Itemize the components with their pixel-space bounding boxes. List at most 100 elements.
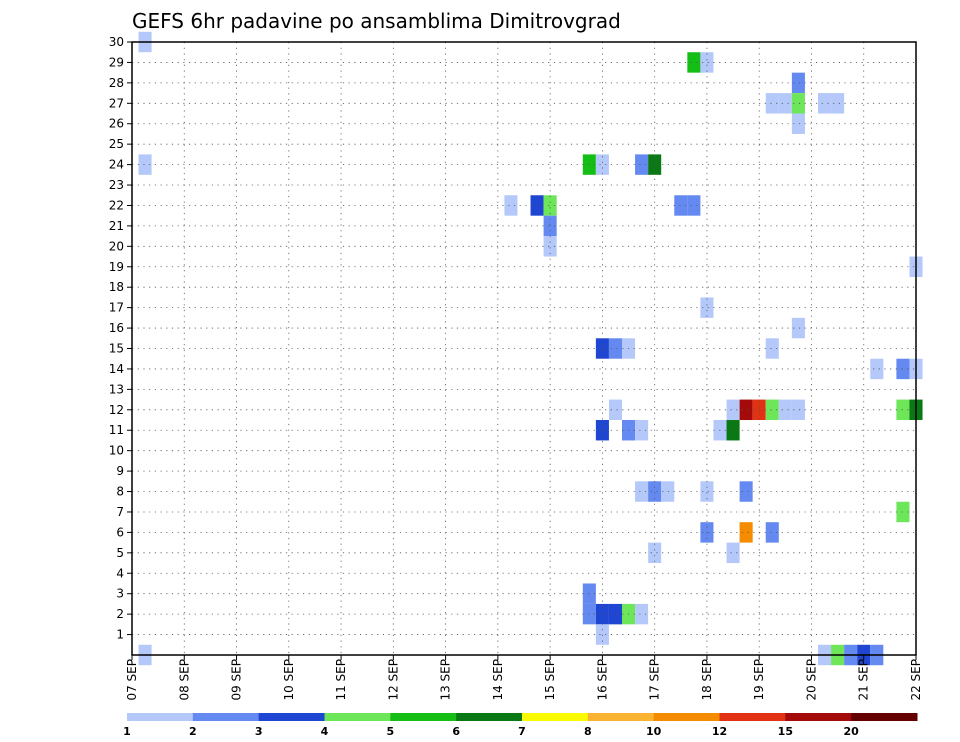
- y-tick-label: 12: [109, 403, 124, 417]
- precip-cell: [582, 603, 596, 625]
- y-axis: 1234567891011121314151617181920212223242…: [109, 35, 132, 642]
- x-tick-label: 07 SEP: [125, 659, 139, 701]
- y-tick-label: 8: [116, 485, 124, 499]
- y-tick-label: 7: [116, 505, 124, 519]
- legend-swatch: [127, 713, 194, 721]
- x-tick-label: 12 SEP: [386, 659, 400, 701]
- legend-swatch: [587, 713, 655, 721]
- precip-cell: [648, 542, 662, 564]
- y-tick-label: 14: [109, 362, 124, 376]
- legend-swatch: [851, 713, 918, 721]
- y-tick-label: 13: [109, 382, 124, 396]
- precip-cell: [543, 195, 557, 216]
- y-tick-label: 4: [116, 566, 124, 580]
- precip-cell: [687, 52, 701, 73]
- legend-swatch: [258, 713, 325, 721]
- legend-label: 5: [387, 725, 395, 738]
- precip-cell: [896, 358, 910, 380]
- y-tick-label: 27: [109, 96, 124, 110]
- y-tick-label: 9: [116, 464, 124, 478]
- legend-label: 10: [646, 725, 662, 738]
- y-tick-label: 16: [109, 321, 124, 335]
- y-tick-label: 2: [116, 607, 124, 621]
- x-tick-label: 15 SEP: [543, 659, 557, 701]
- legend-label: 20: [844, 725, 860, 738]
- x-tick-label: 17 SEP: [648, 659, 662, 701]
- precip-cell: [870, 358, 884, 380]
- y-tick-label: 18: [109, 280, 124, 294]
- precip-cell: [138, 154, 152, 175]
- precip-cell: [635, 420, 649, 441]
- x-tick-label: 13 SEP: [439, 659, 453, 701]
- precip-cell: [831, 93, 845, 114]
- y-tick-label: 6: [116, 525, 124, 539]
- precip-cell: [582, 154, 596, 175]
- precip-cell: [608, 399, 622, 421]
- precip-cell: [543, 215, 557, 237]
- y-tick-label: 25: [109, 137, 124, 151]
- legend-swatch: [456, 713, 523, 721]
- legend-swatch: [522, 713, 589, 721]
- x-tick-label: 18 SEP: [700, 659, 714, 701]
- legend-label: 3: [255, 725, 263, 738]
- precip-cell: [726, 420, 740, 441]
- precip-cell: [818, 93, 832, 114]
- legend-label: 8: [584, 725, 592, 738]
- legend-label: 12: [712, 725, 727, 738]
- y-tick-label: 11: [109, 423, 124, 437]
- precip-cell: [674, 195, 688, 216]
- precip-cell: [765, 93, 779, 114]
- precip-cell: [608, 603, 622, 625]
- x-tick-label: 21 SEP: [857, 659, 871, 701]
- precip-cell: [700, 481, 714, 502]
- precip-cell: [661, 481, 675, 502]
- legend-swatch: [324, 713, 391, 721]
- y-tick-label: 3: [116, 587, 124, 601]
- precip-cell: [739, 399, 753, 421]
- precip-cell: [778, 93, 792, 114]
- legend-label: 7: [518, 725, 526, 738]
- y-tick-label: 29: [109, 55, 124, 69]
- precip-cell: [726, 542, 740, 564]
- y-tick-label: 21: [109, 219, 124, 233]
- precip-cell: [739, 481, 753, 502]
- legend-swatch: [785, 713, 852, 721]
- precip-cell: [687, 195, 701, 216]
- precip-cell: [648, 154, 662, 175]
- precip-cell: [543, 236, 557, 257]
- legend-label: 2: [189, 725, 197, 738]
- precip-cell: [791, 399, 805, 421]
- legend-label: 6: [452, 725, 460, 738]
- precip-cell: [896, 399, 910, 421]
- precip-cell: [595, 338, 609, 359]
- y-tick-label: 5: [116, 546, 124, 560]
- y-tick-label: 30: [109, 35, 124, 49]
- legend-label: 1: [123, 725, 131, 738]
- precip-cell: [595, 154, 609, 175]
- precip-cell: [791, 113, 805, 134]
- x-axis: 07 SEP 08 SEP 09 SEP 10 SEP 11 SEP 12 SEP 13 S…: [125, 655, 923, 701]
- y-tick-label: 15: [109, 342, 124, 356]
- precip-cell: [504, 195, 518, 216]
- x-tick-label: 08 SEP: [177, 659, 191, 701]
- precip-cell: [791, 72, 805, 94]
- x-tick-label: 14 SEP: [491, 659, 505, 701]
- precip-cell: [778, 399, 792, 421]
- legend-swatch: [719, 713, 786, 721]
- y-tick-label: 19: [109, 260, 124, 274]
- precip-cell: [635, 481, 649, 502]
- precip-cell: [791, 317, 805, 339]
- precip-cell: [635, 154, 649, 175]
- precip-cell: [595, 603, 609, 625]
- x-tick-label: 16 SEP: [595, 659, 609, 701]
- precip-cell: [765, 399, 779, 421]
- y-tick-label: 26: [109, 117, 124, 131]
- y-tick-label: 22: [109, 198, 124, 212]
- precip-cell: [765, 338, 779, 359]
- x-tick-label: 11 SEP: [334, 659, 348, 701]
- legend-label: 15: [778, 725, 793, 738]
- precip-cell: [648, 481, 662, 502]
- y-tick-label: 23: [109, 178, 124, 192]
- precip-cell: [582, 583, 596, 604]
- y-tick-label: 20: [109, 239, 124, 253]
